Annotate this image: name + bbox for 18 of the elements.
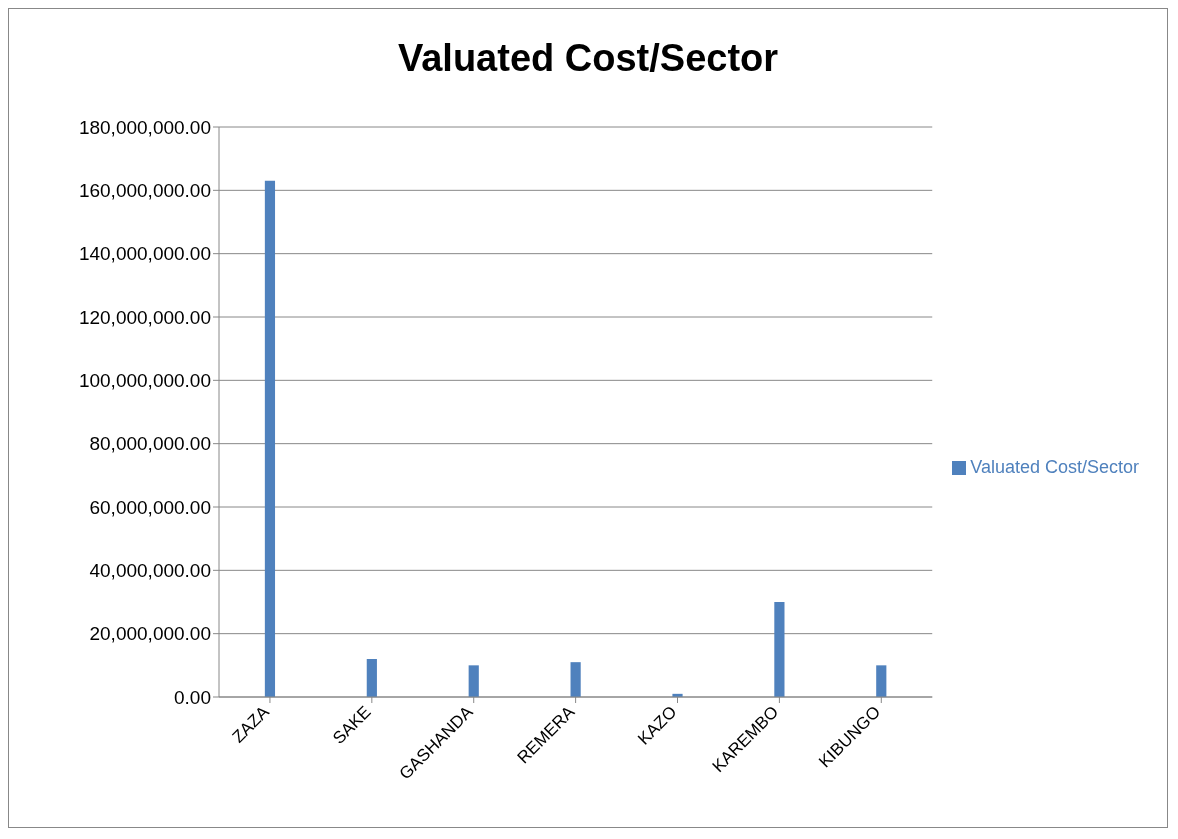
y-tick-label: 140,000,000.00 <box>78 243 211 265</box>
chart-title: Valuated Cost/Sector <box>396 36 780 81</box>
y-tick-label: 100,000,000.00 <box>78 370 211 392</box>
y-tick-label: 20,000,000.00 <box>89 623 211 645</box>
y-tick-label: 160,000,000.00 <box>78 180 211 202</box>
bar <box>876 665 887 697</box>
legend-label: Valuated Cost/Sector <box>970 456 1139 477</box>
bar <box>774 602 785 697</box>
bar <box>468 665 479 697</box>
bar <box>570 662 581 697</box>
bar <box>366 659 377 697</box>
y-tick-label: 120,000,000.00 <box>78 306 211 328</box>
y-tick-label: 180,000,000.00 <box>78 116 211 138</box>
y-tick-label: 0.00 <box>174 686 211 708</box>
y-tick-label: 60,000,000.00 <box>89 496 211 518</box>
y-tick-label: 80,000,000.00 <box>89 433 211 455</box>
y-tick-label: 40,000,000.00 <box>89 560 211 582</box>
bar <box>264 180 276 697</box>
